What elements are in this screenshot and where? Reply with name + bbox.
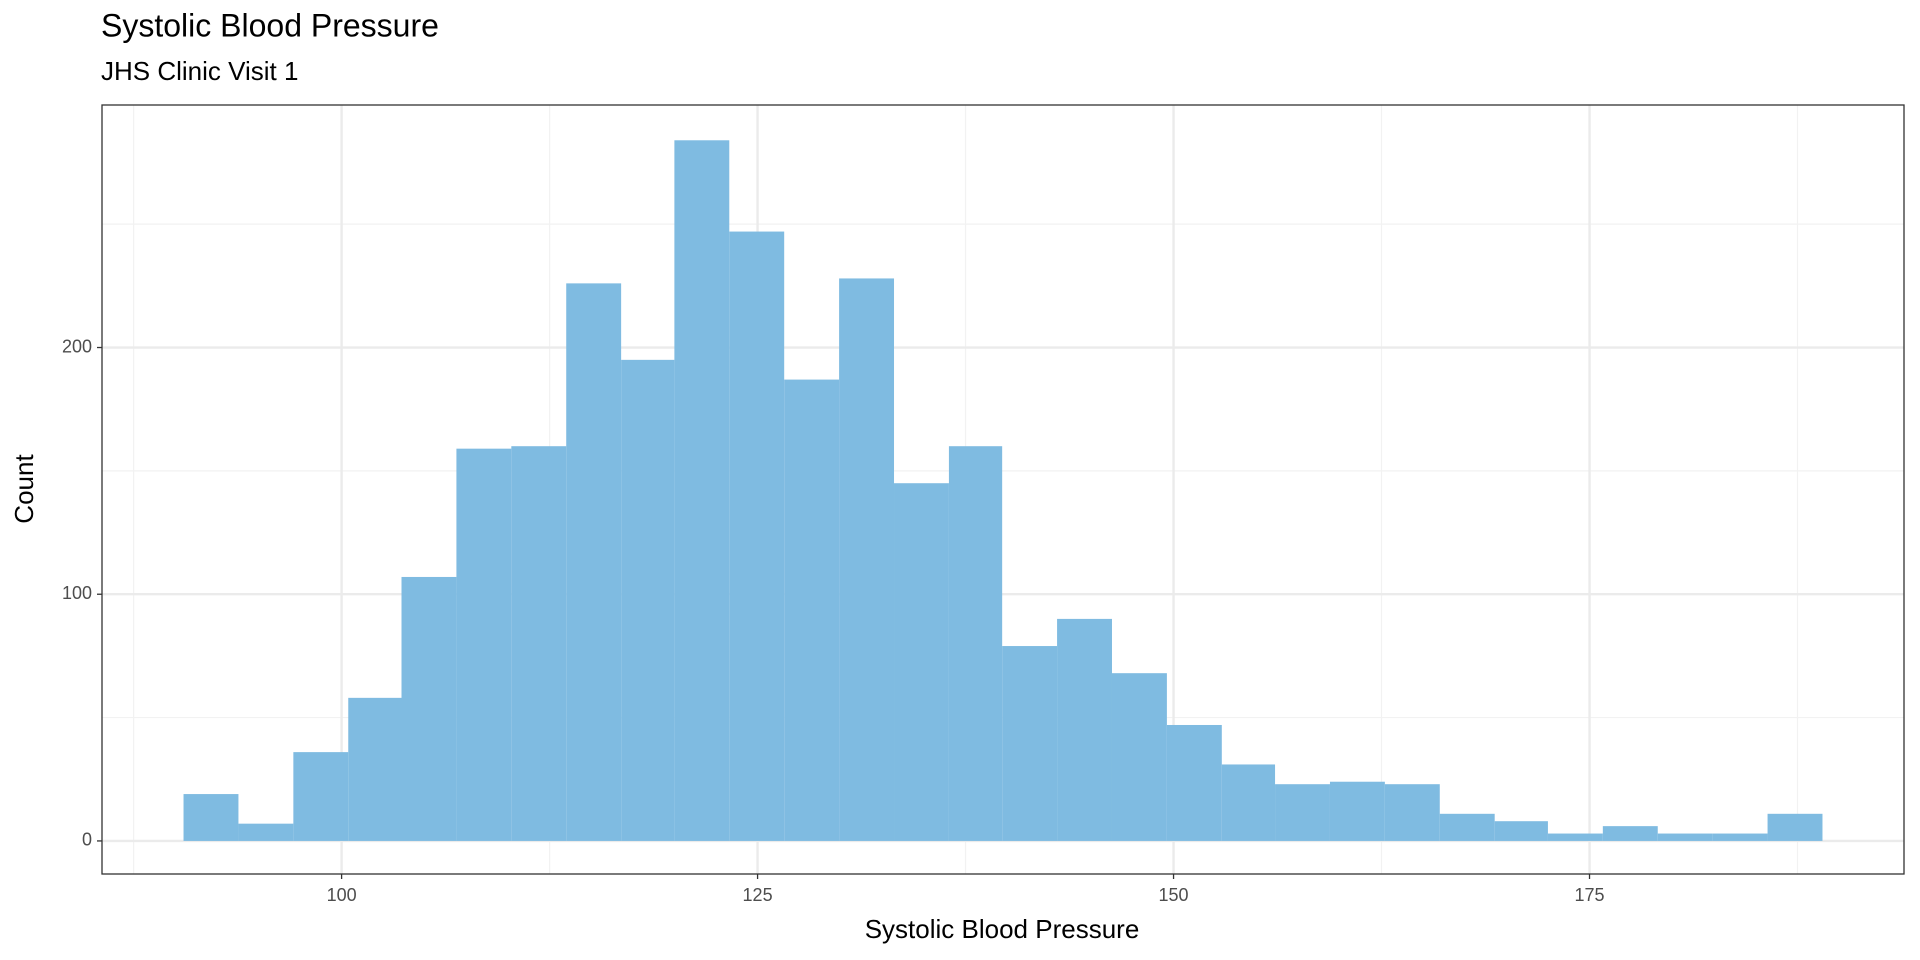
- chart-title: Systolic Blood Pressure: [101, 7, 439, 43]
- bar: [238, 823, 294, 841]
- bar: [948, 446, 1003, 841]
- bar: [1657, 833, 1713, 841]
- x-tick-label: 100: [327, 885, 357, 905]
- bar: [894, 483, 949, 841]
- bar: [674, 140, 730, 841]
- bar: [839, 278, 895, 841]
- bar: [1057, 618, 1112, 841]
- x-tick-label: 125: [743, 885, 773, 905]
- bar: [1329, 781, 1385, 841]
- y-axis-title: Count: [9, 454, 39, 524]
- bar: [183, 794, 239, 841]
- bar: [293, 752, 349, 841]
- bar: [1547, 833, 1603, 841]
- bar: [1384, 784, 1440, 841]
- bar: [1166, 724, 1222, 841]
- bar: [1221, 764, 1276, 841]
- bar: [1494, 821, 1548, 841]
- y-tick-label: 200: [62, 336, 92, 356]
- bar: [456, 448, 512, 841]
- x-tick-label: 150: [1159, 885, 1189, 905]
- bar: [566, 283, 622, 841]
- bar: [1111, 673, 1167, 841]
- bar: [1602, 826, 1658, 841]
- bar: [348, 697, 402, 841]
- y-tick-label: 0: [82, 830, 92, 850]
- bar: [1767, 813, 1823, 841]
- bar: [1002, 646, 1058, 841]
- bar: [1439, 813, 1495, 841]
- panel-border: [101, 104, 1905, 875]
- bar: [1275, 784, 1330, 841]
- chart-subtitle: JHS Clinic Visit 1: [101, 56, 298, 86]
- bar: [1712, 833, 1768, 841]
- x-tick-label: 175: [1575, 885, 1605, 905]
- bar: [729, 231, 785, 841]
- bar: [784, 379, 840, 841]
- y-tick-label: 100: [62, 583, 92, 603]
- bar: [511, 446, 567, 841]
- bar: [621, 359, 675, 841]
- x-axis-title: Systolic Blood Pressure: [865, 914, 1140, 944]
- bar: [401, 576, 457, 841]
